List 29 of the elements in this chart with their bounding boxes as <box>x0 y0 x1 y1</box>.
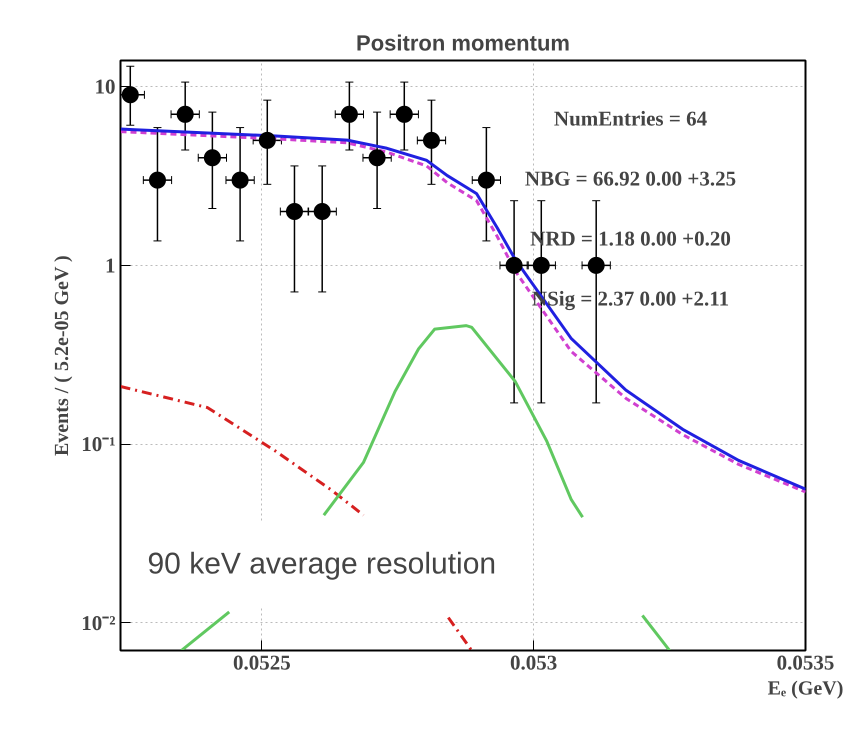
y-axis-title: Events / ( 5.2e-05 GeV ) <box>51 255 74 456</box>
point <box>148 172 166 189</box>
point <box>204 149 221 166</box>
point <box>506 256 523 274</box>
x-tick-label: 0.053 <box>510 650 558 674</box>
y-tick-label: 10⁻¹ <box>81 432 116 456</box>
x-tick-label: 0.0535 <box>776 650 834 674</box>
chart-title: Positron momentum <box>356 30 570 56</box>
annotation: NBG = 66.92 0.00 +3.25 <box>524 166 736 190</box>
point <box>532 256 550 274</box>
point <box>368 149 386 166</box>
point <box>340 106 358 123</box>
annotation: 90 keV average resolution <box>148 548 496 580</box>
point <box>176 106 194 123</box>
point <box>258 132 276 149</box>
y-tick-label: 10 <box>94 74 116 99</box>
point <box>122 86 139 104</box>
y-tick-label: 10⁻² <box>81 610 116 635</box>
point <box>286 203 303 220</box>
point <box>396 106 413 123</box>
point <box>422 132 440 149</box>
y-tick-label: 1 <box>105 253 116 278</box>
point <box>478 172 495 189</box>
point <box>588 256 605 274</box>
point <box>232 172 249 189</box>
x-axis-title: Eₑ (GeV) <box>768 678 844 700</box>
x-tick-label: 0.0525 <box>232 650 291 674</box>
point <box>314 203 331 220</box>
annotation: NumEntries = 64 <box>554 106 708 130</box>
